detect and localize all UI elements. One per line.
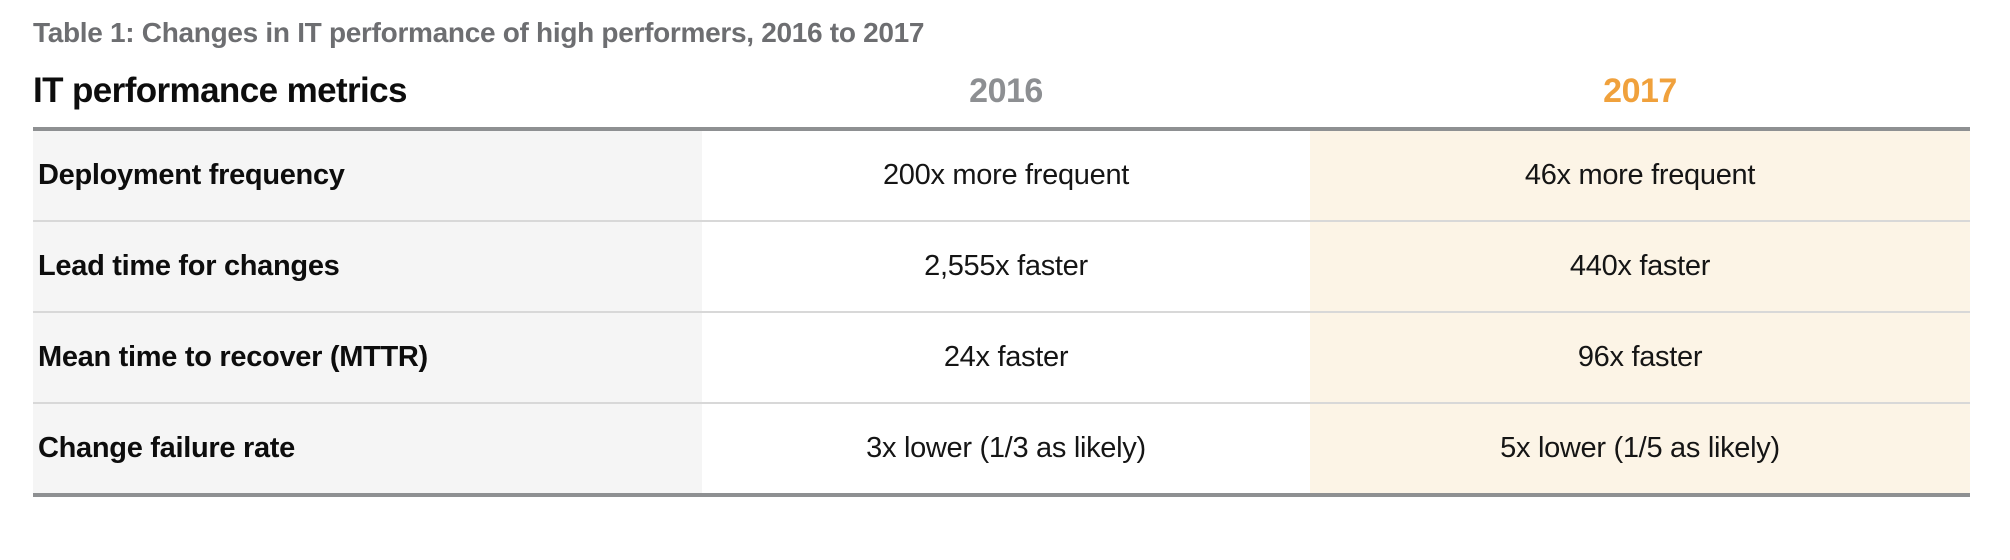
metric-cell: Lead time for changes: [33, 221, 702, 311]
table-header-row: IT performance metrics 2016 2017: [33, 71, 1970, 127]
value-2017-cell: 96x faster: [1310, 312, 1970, 402]
value-2016-cell: 3x lower (1/3 as likely): [702, 403, 1310, 493]
table-row: Deployment frequency 200x more frequent …: [33, 130, 1970, 222]
table-row: Mean time to recover (MTTR) 24x faster 9…: [33, 312, 1970, 404]
table-figure: Table 1: Changes in IT performance of hi…: [33, 17, 1970, 497]
value-2017-cell: 5x lower (1/5 as likely): [1310, 403, 1970, 493]
metric-cell: Mean time to recover (MTTR): [33, 312, 702, 402]
value-2016-cell: 2,555x faster: [702, 221, 1310, 311]
table-row: Lead time for changes 2,555x faster 440x…: [33, 221, 1970, 313]
performance-table: Deployment frequency 200x more frequent …: [33, 126, 1970, 497]
value-2016-cell: 24x faster: [702, 312, 1310, 402]
column-header-metrics: IT performance metrics: [33, 70, 407, 110]
metric-cell: Change failure rate: [33, 403, 702, 493]
column-header-2016: 2016: [969, 71, 1043, 110]
table-row: Change failure rate 3x lower (1/3 as lik…: [33, 403, 1970, 493]
table-caption: Table 1: Changes in IT performance of hi…: [33, 17, 925, 48]
value-2016-cell: 200x more frequent: [702, 130, 1310, 220]
metric-cell: Deployment frequency: [33, 130, 702, 220]
column-header-2017: 2017: [1603, 71, 1677, 110]
value-2017-cell: 440x faster: [1310, 221, 1970, 311]
value-2017-cell: 46x more frequent: [1310, 130, 1970, 220]
